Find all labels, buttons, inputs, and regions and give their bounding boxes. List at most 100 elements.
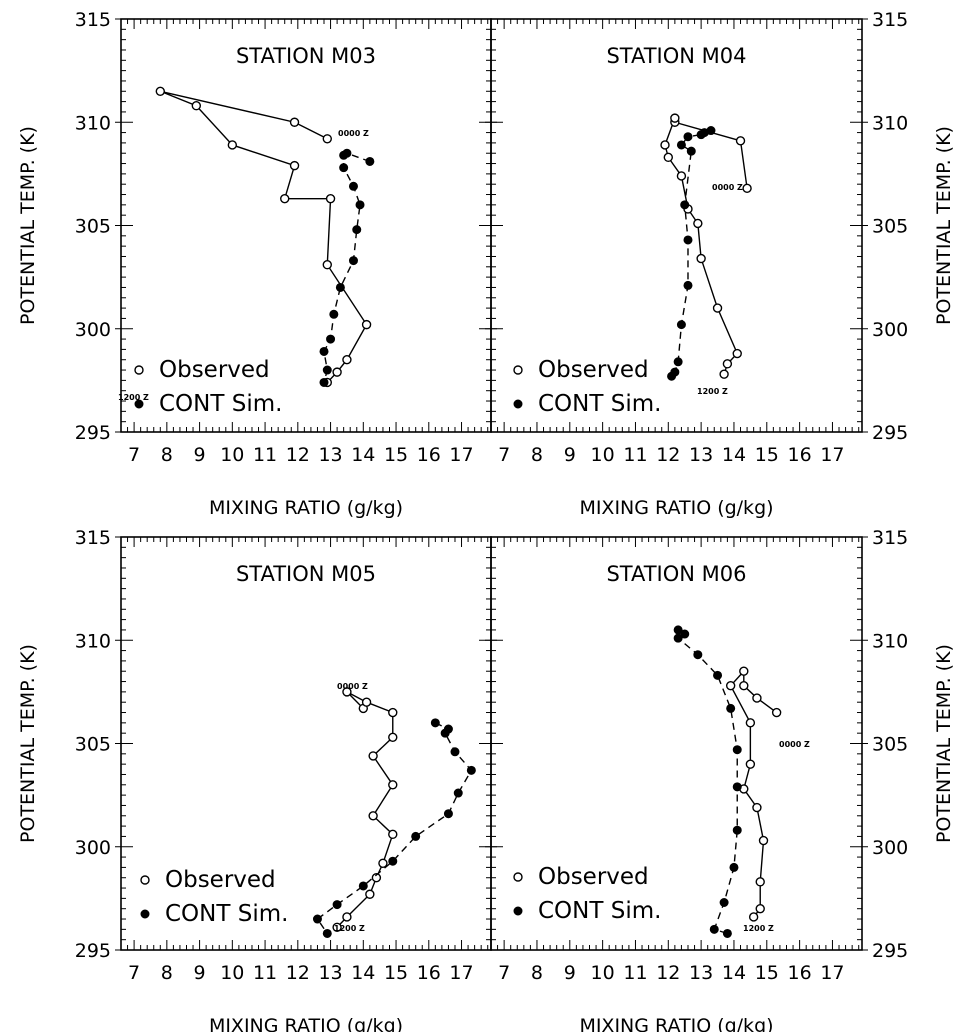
- data-point-cont-sim: [319, 377, 329, 387]
- data-point-observed: [342, 355, 352, 365]
- x-tick-label: 13: [318, 444, 342, 466]
- time-tag-1200z: 1200 Z: [118, 393, 149, 402]
- y-tick-label: 300: [75, 319, 111, 341]
- data-point-observed: [663, 152, 673, 163]
- data-point-cont-sim: [440, 728, 450, 738]
- x-tick-label: 13: [318, 962, 342, 984]
- data-point-cont-sim: [348, 256, 358, 266]
- x-tick-label: 8: [531, 444, 543, 466]
- x-tick-label: 9: [194, 444, 206, 466]
- data-point-cont-sim: [319, 346, 329, 356]
- data-point-cont-sim: [719, 898, 729, 908]
- time-tag-1200z: 1200 Z: [743, 924, 774, 933]
- legend-marker-observed: [134, 365, 144, 375]
- y-tick-label-right: 300: [872, 319, 908, 341]
- x-tick-label: 14: [722, 962, 746, 984]
- data-point-observed: [361, 319, 372, 330]
- time-tag-0000z: 0000 Z: [337, 682, 368, 691]
- data-point-observed: [742, 183, 752, 194]
- data-point-cont-sim: [348, 181, 358, 191]
- data-point-observed: [722, 359, 733, 369]
- x-tick-label: 17: [820, 444, 844, 466]
- data-point-cont-sim: [667, 371, 677, 381]
- x-tick-label: 7: [498, 444, 510, 466]
- data-point-cont-sim: [466, 765, 476, 775]
- y-tick-label: 300: [75, 837, 111, 859]
- legend-marker-observed: [140, 875, 150, 885]
- data-point-cont-sim: [693, 650, 703, 660]
- panel-title: STATION M06: [606, 562, 746, 586]
- y-tick-label: 315: [75, 9, 111, 31]
- x-tick-label: 7: [128, 962, 140, 984]
- data-point-observed: [332, 922, 342, 932]
- x-tick-label: 9: [564, 444, 576, 466]
- time-tag-0000z: 0000 Z: [779, 740, 810, 749]
- y-axis-title-right: POTENTIAL TEMP. (K): [933, 644, 955, 843]
- y-tick-label-right: 310: [872, 112, 908, 134]
- x-tick-label: 13: [689, 962, 713, 984]
- data-point-observed: [361, 697, 372, 707]
- time-tag-1200z: 1200 Z: [697, 387, 728, 396]
- series-line-observed: [336, 691, 394, 928]
- x-tick-label: 8: [161, 962, 173, 984]
- data-point-observed: [289, 160, 300, 171]
- data-point-observed: [378, 858, 388, 868]
- data-point-observed: [660, 140, 670, 150]
- data-point-observed: [322, 134, 332, 144]
- data-point-cont-sim: [683, 235, 693, 245]
- time-tag-0000z: 0000 Z: [338, 129, 369, 138]
- y-tick-label-right: 305: [872, 216, 908, 238]
- series-line-observed: [729, 669, 778, 918]
- x-tick-label: 14: [351, 444, 375, 466]
- data-point-cont-sim: [358, 881, 368, 891]
- x-tick-label: 15: [755, 444, 779, 466]
- x-tick-label: 7: [498, 962, 510, 984]
- data-point-cont-sim: [683, 280, 693, 290]
- data-point-observed: [322, 260, 332, 270]
- x-tick-label: 10: [220, 444, 244, 466]
- data-point-cont-sim: [673, 357, 683, 367]
- data-point-observed: [745, 759, 756, 769]
- legend-label-observed: Observed: [538, 357, 649, 383]
- data-point-cont-sim: [732, 825, 742, 835]
- data-point-observed: [735, 136, 746, 146]
- data-point-observed: [696, 253, 706, 264]
- y-tick-label-right: 295: [872, 940, 908, 962]
- data-point-cont-sim: [352, 225, 362, 235]
- x-tick-label: 16: [417, 962, 441, 984]
- data-point-observed: [325, 193, 336, 204]
- y-axis-title-right: POTENTIAL TEMP. (K): [933, 126, 955, 325]
- panel-title: STATION M03: [236, 44, 376, 68]
- y-tick-label: 310: [75, 112, 111, 134]
- data-point-observed: [725, 680, 736, 691]
- time-tag-0000z: 0000 Z: [712, 183, 743, 192]
- legend-label-cont-sim: CONT Sim.: [538, 391, 661, 417]
- data-point-observed: [371, 873, 382, 883]
- data-point-cont-sim: [709, 924, 719, 934]
- legend-marker-cont-sim: [513, 399, 523, 409]
- y-tick-label: 295: [75, 422, 111, 444]
- data-point-observed: [748, 912, 759, 922]
- data-point-observed: [719, 369, 729, 379]
- x-tick-label: 10: [591, 962, 615, 984]
- data-point-observed: [693, 218, 703, 229]
- x-tick-label: 17: [820, 962, 844, 984]
- data-point-observed: [280, 193, 290, 204]
- data-point-cont-sim: [312, 914, 322, 924]
- data-point-cont-sim: [726, 703, 736, 713]
- x-tick-label: 11: [253, 962, 277, 984]
- data-point-observed: [368, 811, 378, 821]
- x-tick-label: 14: [722, 444, 746, 466]
- y-axis-title: POTENTIAL TEMP. (K): [17, 644, 39, 843]
- data-point-observed: [342, 687, 352, 697]
- time-tag-1200z: 1200 Z: [334, 924, 365, 933]
- legend-label-observed: Observed: [159, 357, 270, 383]
- y-tick-label-right: 315: [872, 527, 908, 549]
- data-point-observed: [365, 889, 375, 899]
- data-point-cont-sim: [355, 200, 365, 210]
- x-axis-title: MIXING RATIO (g/kg): [209, 1015, 403, 1032]
- x-tick-label: 12: [286, 962, 310, 984]
- data-point-cont-sim: [722, 928, 732, 938]
- series-line-observed: [664, 117, 748, 375]
- data-point-observed: [388, 707, 398, 718]
